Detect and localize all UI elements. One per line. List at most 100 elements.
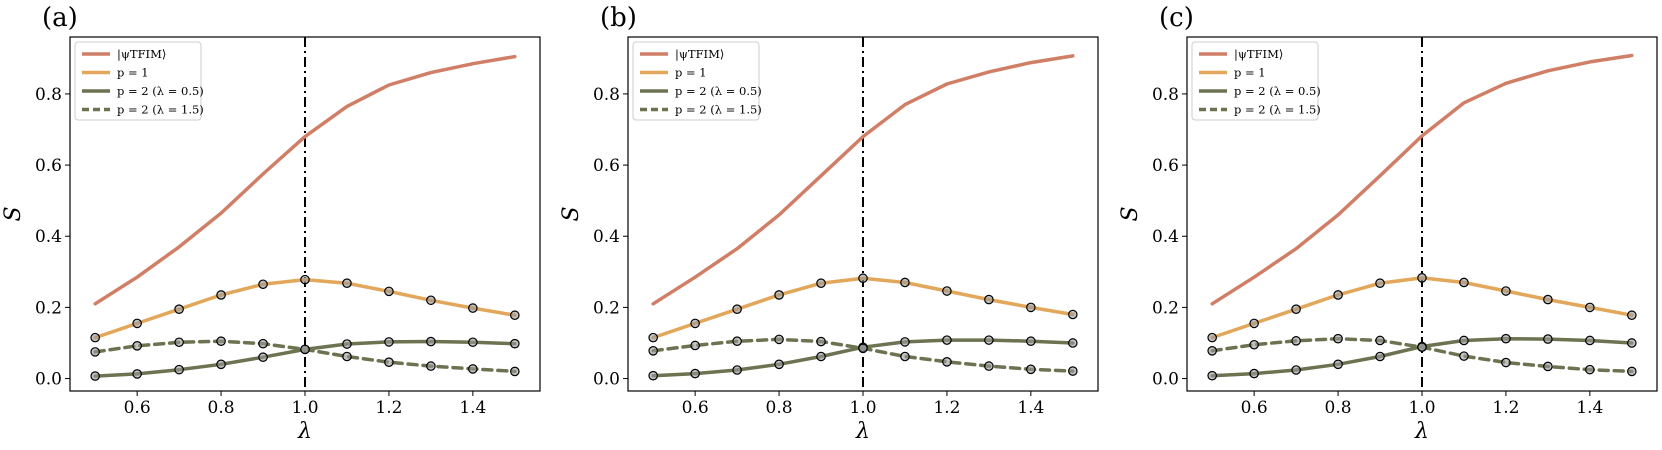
data-point [258, 352, 268, 363]
legend-label-2: p = 1 [117, 66, 149, 80]
x-tick-label: 1.4 [459, 398, 486, 418]
data-point [690, 368, 700, 379]
data-point [1333, 290, 1343, 300]
data-point [216, 290, 226, 300]
data-point [1026, 302, 1036, 313]
x-tick-label: 1.2 [375, 398, 402, 418]
series-line-1 [1210, 53, 1634, 306]
data-point [648, 345, 658, 356]
data-point [1333, 359, 1343, 370]
data-point [1207, 370, 1217, 381]
legend-label-3: p = 2 (λ = 0.5) [1234, 84, 1321, 98]
data-point [384, 337, 394, 347]
data-point [900, 337, 910, 347]
data-point [1249, 318, 1259, 329]
chart-panel-1: (a) 0.6 0.8 1.0 1.2 1.4 0.0 0.2 0.4 0.6 0.8 λ S |ψTFI… [1, 3, 541, 444]
data-point [816, 278, 826, 288]
data-point [132, 341, 142, 351]
data-point [90, 371, 100, 381]
data-point [216, 359, 226, 370]
data-point [1417, 273, 1427, 283]
data-point [384, 286, 394, 297]
data-point [90, 332, 100, 343]
data-point [942, 286, 952, 296]
data-point [648, 332, 658, 343]
data-point [816, 336, 826, 347]
data-point [174, 364, 184, 375]
data-point [942, 335, 952, 345]
legend-label-1: |ψTFIM⟩ [1234, 47, 1283, 62]
data-point [1543, 294, 1553, 305]
data-point [1249, 339, 1259, 350]
y-tick-label: 0.0 [1152, 370, 1179, 390]
y-tick-label: 0.2 [35, 298, 62, 318]
x-tick-label: 0.8 [208, 398, 235, 418]
data-point [1291, 336, 1301, 346]
data-point [258, 338, 268, 349]
x-tick-label: 0.8 [1325, 398, 1352, 418]
legend-label-4: p = 2 (λ = 1.5) [117, 103, 204, 117]
data-point [1585, 302, 1595, 313]
y-tick-label: 0.6 [593, 156, 620, 176]
data-point [1459, 277, 1469, 288]
data-point [468, 337, 478, 348]
data-point [900, 277, 910, 288]
legend-label-4: p = 2 (λ = 1.5) [1234, 103, 1321, 117]
x-tick-label: 0.6 [682, 398, 709, 418]
data-point [1375, 335, 1385, 346]
data-point [900, 351, 910, 362]
data-point [174, 304, 184, 314]
data-point [174, 337, 184, 348]
y-tick-label: 0.8 [35, 85, 62, 105]
data-point [90, 347, 100, 357]
data-point [1068, 366, 1078, 376]
data-point [1501, 333, 1511, 344]
data-point [1207, 332, 1217, 343]
data-point [984, 361, 994, 371]
data-point [1291, 304, 1301, 314]
data-point [1627, 338, 1637, 348]
data-point [774, 290, 784, 300]
legend-label-1: |ψTFIM⟩ [117, 47, 166, 62]
data-point [1026, 364, 1036, 375]
y-tick-label: 0.6 [1152, 156, 1179, 176]
legend-box [1191, 41, 1319, 121]
data-point [858, 343, 868, 354]
data-point [342, 351, 352, 362]
x-tick-label: 0.8 [766, 398, 793, 418]
data-point [132, 318, 142, 329]
y-tick-label: 0.4 [1152, 227, 1179, 247]
data-point [1333, 333, 1343, 344]
data-point [132, 369, 142, 379]
data-point [468, 364, 478, 374]
data-point [510, 338, 520, 349]
data-point [1543, 334, 1553, 344]
data-point [510, 366, 520, 377]
y-tick-label: 0.4 [593, 227, 620, 247]
data-point [1417, 342, 1427, 353]
panel-label: (a) [42, 3, 78, 33]
data-point [816, 351, 826, 362]
data-point [774, 359, 784, 370]
data-point [300, 344, 310, 355]
data-point [384, 357, 394, 367]
legend-label-3: p = 2 (λ = 0.5) [675, 84, 762, 98]
x-axis-label: λ [297, 419, 312, 444]
x-tick-label: 1.0 [291, 398, 318, 418]
y-tick-label: 0.0 [35, 370, 62, 390]
data-point [858, 273, 868, 284]
data-point [216, 336, 226, 346]
data-point [984, 294, 994, 305]
chart-panel-3: (c) 0.6 0.8 1.0 1.2 1.4 0.0 0.2 0.4 0.6 0.8 λ S |ψTFI… [1118, 3, 1658, 444]
legend-label-4: p = 2 (λ = 1.5) [675, 103, 762, 117]
legend-label-2: p = 1 [675, 66, 707, 80]
y-tick-label: 0.2 [1152, 298, 1179, 318]
data-point [1459, 335, 1469, 346]
data-point [1543, 361, 1553, 372]
data-point [690, 340, 700, 351]
data-point [300, 274, 310, 285]
data-point [1068, 309, 1078, 320]
data-point [648, 370, 658, 381]
x-axis-label: λ [855, 419, 870, 444]
